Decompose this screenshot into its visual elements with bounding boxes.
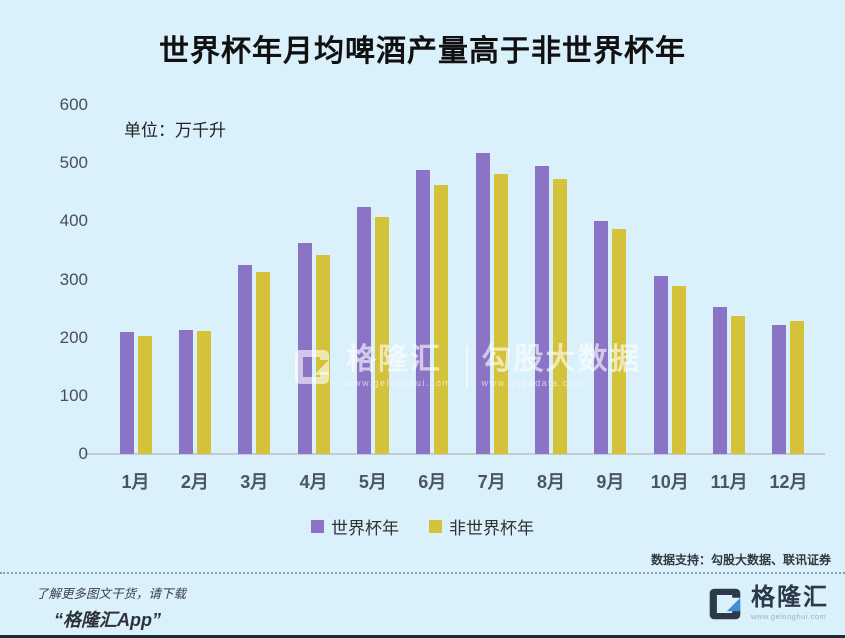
legend-marker-world-cup <box>311 520 324 533</box>
app-promo-line1: 了解更多图文干货，请下载 <box>36 587 187 601</box>
bar-非世界杯年-3月 <box>256 271 271 454</box>
footer-divider <box>0 572 845 574</box>
bar-非世界杯年-8月 <box>553 179 568 454</box>
bar-世界杯年-9月 <box>594 221 609 454</box>
bar-非世界杯年-6月 <box>434 185 449 454</box>
y-axis-tick-label: 100 <box>59 385 88 405</box>
bar-非世界杯年-9月 <box>612 229 627 454</box>
x-axis-label-5月: 5月 <box>358 472 387 492</box>
y-axis-tick-label: 400 <box>59 211 88 231</box>
bar-世界杯年-2月 <box>178 329 193 454</box>
x-axis-label-1月: 1月 <box>121 472 150 492</box>
bar-世界杯年-11月 <box>713 307 728 454</box>
bar-世界杯年-7月 <box>475 152 490 454</box>
x-axis-label-7月: 7月 <box>477 472 506 492</box>
bar-非世界杯年-5月 <box>374 216 389 454</box>
gelonghui-logo-url: www.gelonghui.com <box>751 612 827 621</box>
x-axis-label-6月: 6月 <box>418 472 447 492</box>
unit-label: 单位：万千升 <box>124 121 226 140</box>
bar-非世界杯年-12月 <box>790 321 805 454</box>
x-axis-label-9月: 9月 <box>596 472 625 492</box>
legend-marker-non-world-cup <box>429 520 442 533</box>
bar-世界杯年-1月 <box>119 331 134 454</box>
y-axis-tick-label: 300 <box>59 269 88 289</box>
legend-item-non-world-cup: 非世界杯年 <box>429 514 534 539</box>
gelonghui-logo-text-block: 格隆汇 www.gelonghui.com <box>751 586 829 621</box>
plot-area <box>95 105 825 454</box>
x-axis-label-8月: 8月 <box>537 472 566 492</box>
gelonghui-logo: 格隆汇 www.gelonghui.com <box>707 586 829 627</box>
x-axis-label-4月: 4月 <box>299 472 328 492</box>
legend-label-world-cup: 世界杯年 <box>331 519 399 538</box>
bar-世界杯年-10月 <box>653 276 668 454</box>
bar-世界杯年-12月 <box>772 324 787 454</box>
bar-非世界杯年-2月 <box>196 330 211 454</box>
x-axis-label-3月: 3月 <box>240 472 269 492</box>
bar-世界杯年-8月 <box>535 166 550 454</box>
x-axis-label-11月: 11月 <box>710 472 748 492</box>
bar-非世界杯年-1月 <box>137 335 152 454</box>
bar-世界杯年-3月 <box>238 264 253 454</box>
bar-非世界杯年-7月 <box>493 173 508 454</box>
gelonghui-logo-name: 格隆汇 <box>751 584 829 611</box>
bar-非世界杯年-4月 <box>315 255 330 454</box>
y-axis-tick-label: 500 <box>59 153 88 173</box>
bottom-border-strip <box>0 635 845 638</box>
app-promo-line2: “格隆汇App” <box>54 610 161 630</box>
bar-世界杯年-6月 <box>416 170 431 454</box>
data-support-note: 数据支持：勾股大数据、联讯证券 <box>650 553 831 567</box>
x-axis-label-10月: 10月 <box>650 472 689 492</box>
y-axis-tick-label: 600 <box>59 95 88 114</box>
legend-label-non-world-cup: 非世界杯年 <box>449 519 534 538</box>
chart-legend: 世界杯年 非世界杯年 <box>0 514 845 539</box>
y-axis-tick-label: 0 <box>78 444 88 463</box>
gelonghui-logo-icon <box>707 586 743 627</box>
bar-非世界杯年-11月 <box>731 315 746 454</box>
page-title: 世界杯年月均啤酒产量高于非世界杯年 <box>159 35 686 68</box>
legend-item-world-cup: 世界杯年 <box>311 514 399 539</box>
bar-世界杯年-4月 <box>297 243 312 454</box>
x-axis-label-12月: 12月 <box>769 472 808 492</box>
app-promo: 了解更多图文干货，请下载 “格隆汇App” <box>36 583 186 632</box>
y-axis-tick-label: 200 <box>59 327 88 347</box>
x-axis-line <box>85 453 825 455</box>
bar-世界杯年-5月 <box>356 206 371 454</box>
x-axis-label-2月: 2月 <box>180 472 209 492</box>
bar-非世界杯年-10月 <box>671 286 686 454</box>
